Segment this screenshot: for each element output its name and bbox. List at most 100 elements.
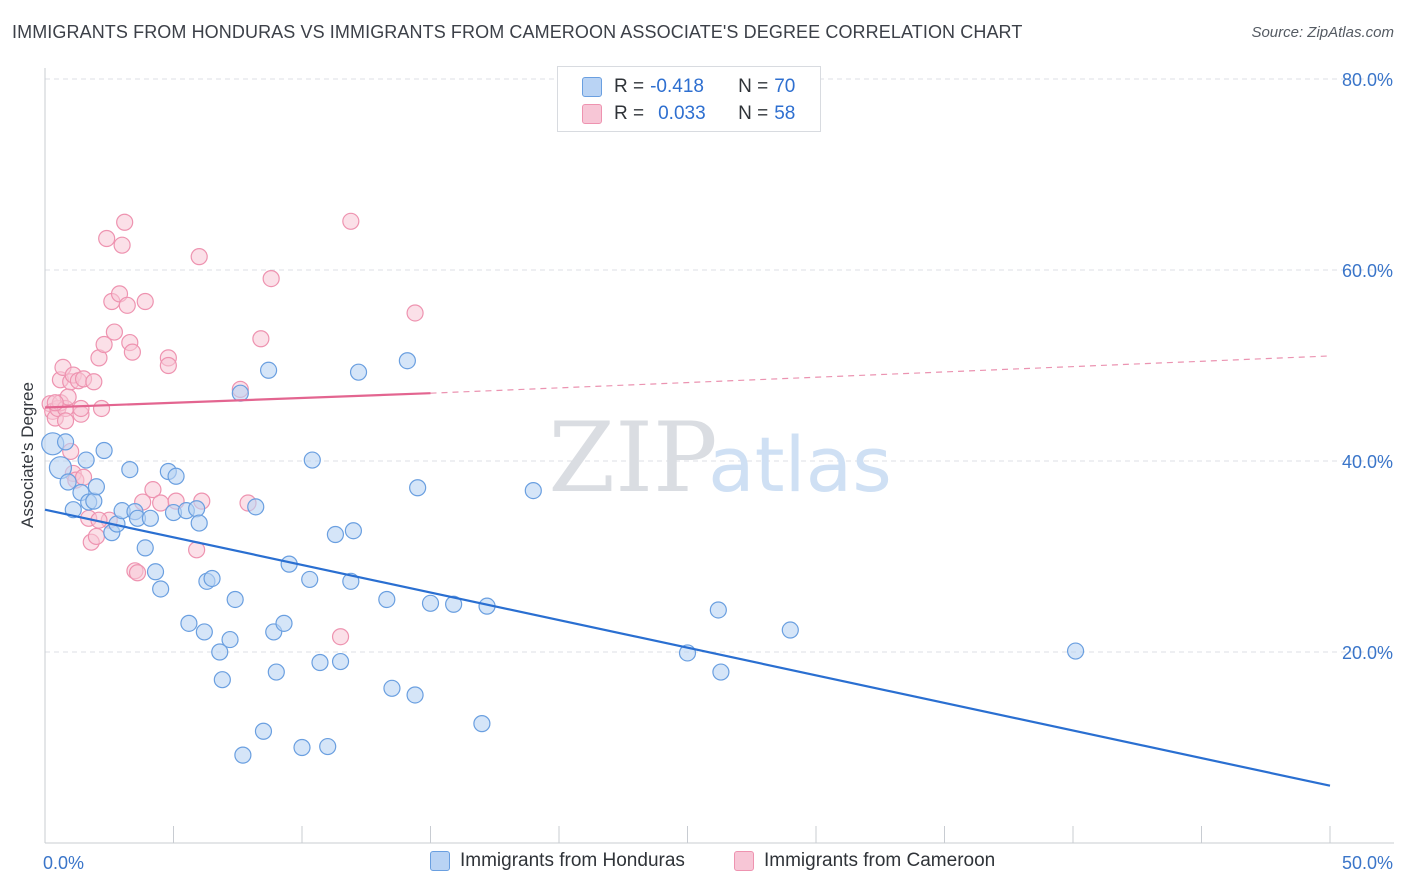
data-point-honduras bbox=[293, 738, 311, 757]
data-point-honduras bbox=[85, 492, 103, 510]
legend-n-value: 70 bbox=[774, 76, 796, 97]
x-tick-label: 50.0% bbox=[1342, 853, 1393, 873]
data-point-honduras bbox=[326, 525, 345, 544]
legend-n-label: N = bbox=[738, 103, 769, 124]
legend-r-label: R = bbox=[614, 76, 645, 97]
data-point-honduras bbox=[64, 501, 82, 519]
data-point-honduras bbox=[59, 473, 77, 491]
data-point-cameroon bbox=[85, 373, 103, 391]
data-point-honduras bbox=[712, 663, 730, 681]
data-point-honduras bbox=[398, 352, 416, 370]
data-point-honduras bbox=[301, 570, 319, 589]
data-point-honduras bbox=[221, 630, 239, 649]
data-point-cameroon bbox=[252, 330, 270, 348]
data-point-honduras bbox=[234, 746, 252, 764]
data-point-honduras bbox=[152, 580, 170, 598]
y-tick-label: 80.0% bbox=[1342, 70, 1393, 90]
data-point-cameroon bbox=[144, 481, 162, 499]
bottom-legend-label-honduras: Immigrants from Honduras bbox=[460, 850, 685, 871]
data-point-cameroon bbox=[105, 323, 123, 341]
data-point-honduras bbox=[267, 663, 285, 681]
data-point-honduras bbox=[275, 614, 293, 632]
series-cameroon-points bbox=[41, 212, 424, 646]
y-tick-label: 40.0% bbox=[1342, 452, 1393, 472]
data-point-honduras bbox=[211, 643, 229, 661]
data-point-cameroon bbox=[118, 296, 136, 314]
data-point-cameroon bbox=[72, 399, 90, 418]
data-point-cameroon bbox=[342, 212, 360, 230]
data-point-honduras bbox=[190, 514, 208, 532]
data-point-honduras bbox=[247, 498, 265, 516]
watermark: ZIP atlas bbox=[548, 402, 891, 514]
trend-line-honduras bbox=[44, 508, 1331, 787]
data-point-honduras bbox=[146, 563, 165, 581]
data-point-honduras bbox=[141, 509, 159, 527]
data-point-cameroon bbox=[95, 335, 113, 354]
series-honduras-points bbox=[41, 352, 1085, 764]
data-point-honduras bbox=[331, 652, 350, 671]
data-point-honduras bbox=[259, 361, 278, 379]
bottom-legend-label-cameroon: Immigrants from Cameroon bbox=[764, 850, 996, 871]
tick-labels: 20.0% 40.0% 60.0% 80.0% 0.0% 50.0% bbox=[43, 70, 1393, 873]
watermark-atlas: atlas bbox=[708, 420, 892, 509]
data-point-honduras bbox=[319, 737, 337, 756]
data-point-honduras bbox=[383, 679, 401, 697]
trend-line-cameroon-extension bbox=[430, 355, 1331, 394]
watermark-zip: ZIP bbox=[548, 402, 717, 514]
data-point-cameroon bbox=[159, 356, 177, 375]
correlation-legend: R = -0.418 N = 70 R = 0.033 N = 58 bbox=[557, 66, 821, 132]
data-point-honduras bbox=[180, 614, 198, 632]
data-point-honduras bbox=[77, 451, 95, 469]
data-point-honduras bbox=[709, 601, 727, 619]
bottom-legend-swatch-honduras bbox=[430, 851, 450, 871]
data-point-honduras bbox=[311, 653, 329, 672]
data-point-honduras bbox=[378, 590, 396, 609]
y-axis-label: Associate's Degree bbox=[18, 382, 37, 528]
data-point-honduras bbox=[188, 500, 206, 518]
data-point-cameroon bbox=[136, 292, 154, 311]
source-label: Source: ZipAtlas.com bbox=[1251, 24, 1394, 41]
data-point-honduras bbox=[87, 478, 106, 496]
data-point-cameroon bbox=[262, 269, 280, 288]
data-point-honduras bbox=[445, 595, 463, 613]
data-point-honduras bbox=[226, 590, 244, 609]
legend-r-label: R = bbox=[614, 103, 645, 124]
legend-swatch-cameroon bbox=[582, 104, 602, 124]
bottom-legend-honduras: Immigrants from Honduras bbox=[430, 850, 685, 872]
data-point-honduras bbox=[167, 467, 185, 485]
legend-r-value: 0.033 bbox=[658, 103, 706, 124]
data-point-honduras bbox=[409, 479, 427, 497]
data-point-honduras bbox=[421, 594, 440, 612]
data-point-honduras bbox=[781, 621, 799, 639]
legend-n-value: 58 bbox=[774, 103, 796, 124]
data-point-honduras bbox=[203, 569, 221, 588]
data-point-honduras bbox=[1066, 642, 1085, 660]
data-point-honduras bbox=[121, 460, 139, 479]
trend-lines bbox=[44, 355, 1331, 787]
data-point-honduras bbox=[136, 539, 154, 557]
legend-n-label: N = bbox=[738, 76, 769, 97]
y-tick-label: 60.0% bbox=[1342, 261, 1393, 281]
bottom-legend-cameroon: Immigrants from Cameroon bbox=[734, 850, 995, 872]
chart-title: IMMIGRANTS FROM HONDURAS VS IMMIGRANTS F… bbox=[12, 22, 1023, 42]
data-point-cameroon bbox=[113, 236, 131, 254]
data-point-honduras bbox=[303, 451, 321, 469]
data-point-cameroon bbox=[87, 527, 106, 546]
data-point-honduras bbox=[231, 384, 249, 402]
data-point-cameroon bbox=[190, 248, 208, 266]
data-point-cameroon bbox=[331, 628, 350, 646]
legend-swatch-honduras bbox=[582, 77, 602, 97]
data-point-honduras bbox=[213, 671, 231, 689]
data-point-honduras bbox=[344, 522, 362, 540]
data-point-honduras bbox=[56, 433, 75, 451]
legend-r-value: -0.418 bbox=[650, 76, 704, 97]
data-point-cameroon bbox=[116, 213, 134, 231]
x-tick-label: 0.0% bbox=[43, 853, 84, 873]
legend-row-cameroon: R = 0.033 N = 58 bbox=[582, 100, 795, 128]
data-point-honduras bbox=[95, 441, 113, 460]
data-point-cameroon bbox=[406, 304, 424, 322]
y-tick-label: 20.0% bbox=[1342, 643, 1393, 663]
grid bbox=[45, 78, 1394, 653]
data-point-cameroon bbox=[128, 564, 147, 582]
